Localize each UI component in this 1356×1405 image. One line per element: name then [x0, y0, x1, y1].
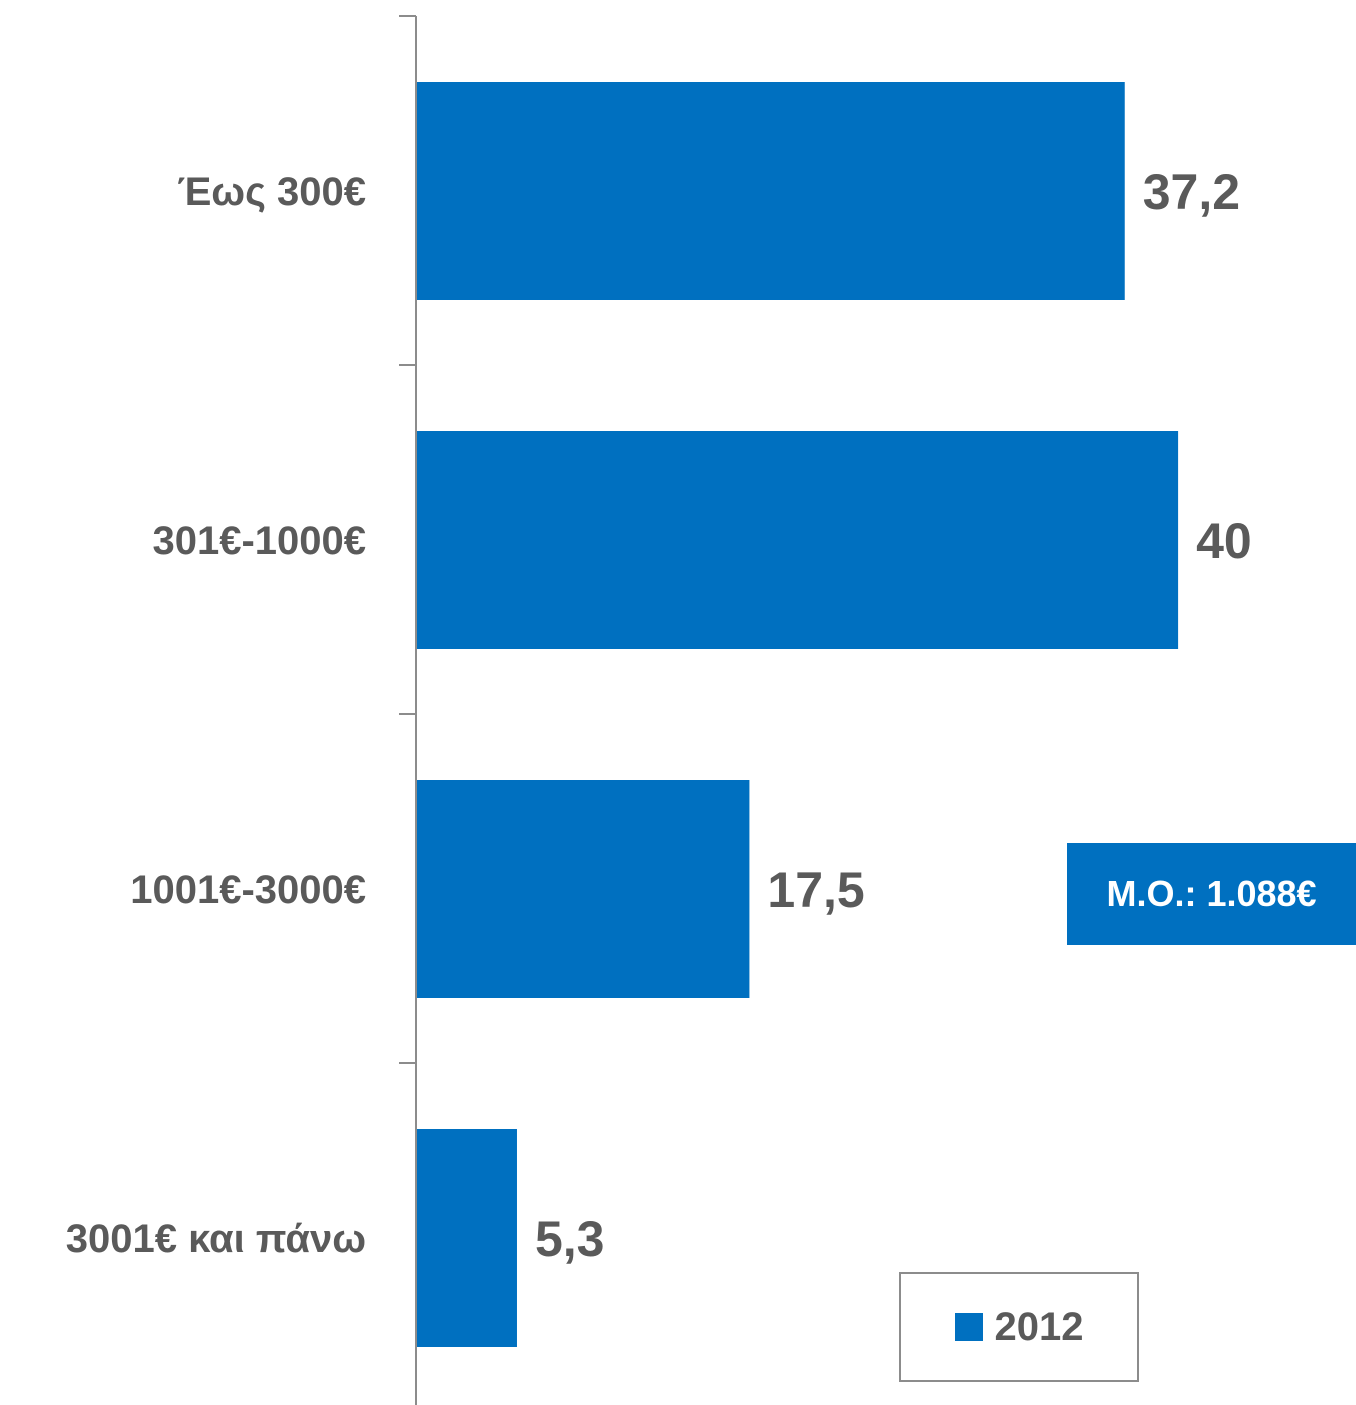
- bar-1: [416, 431, 1179, 649]
- bar-3: [416, 1129, 517, 1347]
- category-label-1: 301€-1000€: [152, 519, 366, 563]
- mean-annotation-label: Μ.Ο.: 1.088€: [1106, 873, 1317, 914]
- value-label-2: 17,5: [767, 862, 864, 918]
- value-label-0: 37,2: [1143, 164, 1240, 220]
- mean-annotation-box: Μ.Ο.: 1.088€: [1067, 843, 1356, 945]
- category-label-2: 1001€-3000€: [130, 868, 366, 912]
- legend-label: 2012: [994, 1304, 1084, 1349]
- legend-swatch: [954, 1313, 983, 1341]
- chart-legend: 2012: [899, 1272, 1139, 1382]
- category-label-0: Έως 300€: [177, 170, 366, 214]
- bar-0: [416, 82, 1125, 300]
- category-label-3: 3001€ και πάνω: [66, 1217, 366, 1261]
- bar-2: [416, 780, 750, 998]
- value-label-3: 5,3: [535, 1211, 605, 1267]
- value-label-1: 40: [1196, 513, 1252, 569]
